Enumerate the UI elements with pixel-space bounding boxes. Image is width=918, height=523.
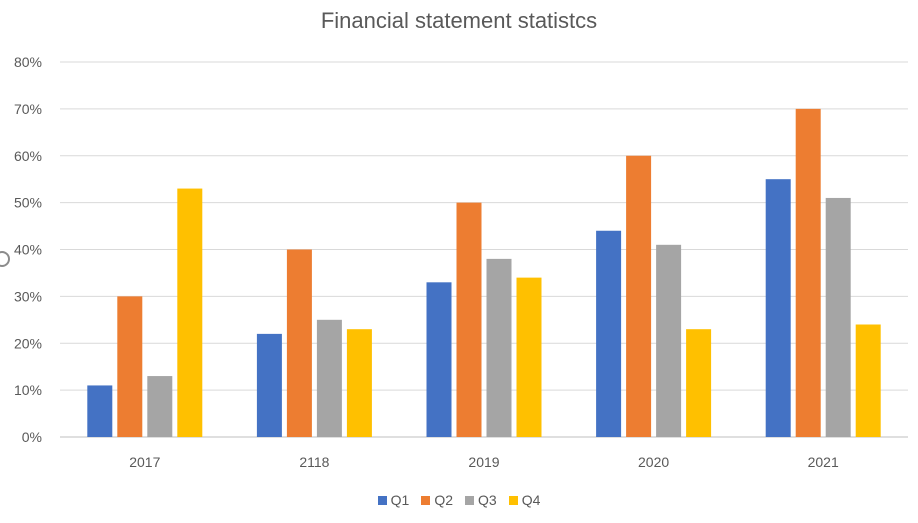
legend-label: Q2 bbox=[434, 492, 453, 508]
legend-item-q1: Q1 bbox=[377, 492, 410, 508]
legend-swatch bbox=[421, 495, 431, 505]
legend-item-q4: Q4 bbox=[508, 492, 541, 508]
legend-item-q2: Q2 bbox=[421, 492, 453, 508]
bar-q2-2019 bbox=[456, 202, 482, 437]
chart-legend: Q1 Q2 Q3 Q4 bbox=[0, 492, 918, 508]
legend-label: Q1 bbox=[390, 492, 410, 508]
legend-swatch bbox=[508, 495, 518, 505]
y-tick-label: 50% bbox=[14, 195, 42, 211]
bar-q3-2017 bbox=[147, 376, 173, 437]
y-tick-label: 30% bbox=[14, 288, 42, 304]
x-tick-label: 2019 bbox=[468, 454, 499, 470]
legend-swatch bbox=[377, 495, 387, 505]
bar-q2-2017 bbox=[117, 296, 143, 437]
bar-q2-2020 bbox=[626, 155, 652, 437]
bar-q4-2118 bbox=[346, 329, 372, 437]
x-tick-label: 2017 bbox=[129, 454, 160, 470]
y-tick-label: 0% bbox=[22, 429, 42, 445]
bar-q1-2021 bbox=[765, 179, 791, 437]
y-tick-label: 20% bbox=[14, 335, 42, 351]
bar-q4-2021 bbox=[855, 324, 881, 437]
y-tick-label: 80% bbox=[14, 54, 42, 70]
x-tick-label: 2021 bbox=[808, 454, 839, 470]
legend-swatch bbox=[465, 495, 474, 505]
bar-q4-2019 bbox=[516, 277, 542, 437]
y-tick-label: 60% bbox=[14, 148, 42, 164]
bar-q2-2021 bbox=[795, 108, 821, 437]
bar-q3-2021 bbox=[825, 197, 851, 437]
bar-q3-2118 bbox=[316, 319, 342, 437]
y-tick-label: 10% bbox=[14, 382, 42, 398]
chart-title: Financial statement statistcs bbox=[320, 8, 598, 33]
bar-q1-2020 bbox=[596, 230, 622, 437]
y-tick-label: 40% bbox=[14, 242, 42, 258]
bar-q3-2020 bbox=[656, 244, 682, 437]
legend-label: Q3 bbox=[478, 492, 497, 508]
legend-label: Q4 bbox=[521, 492, 541, 508]
x-tick-label: 2118 bbox=[299, 454, 329, 470]
bar-q2-2118 bbox=[286, 249, 312, 437]
bar-q3-2019 bbox=[486, 258, 512, 437]
bar-q4-2020 bbox=[686, 329, 712, 437]
x-tick-label: 2020 bbox=[638, 454, 669, 470]
legend-item-q3: Q3 bbox=[465, 492, 497, 508]
bar-q1-2019 bbox=[426, 282, 452, 437]
bar-q1-2118 bbox=[256, 333, 282, 437]
bar-q1-2017 bbox=[87, 385, 113, 437]
bar-q4-2017 bbox=[177, 188, 203, 437]
resize-handle[interactable] bbox=[0, 251, 10, 267]
y-tick-label: 70% bbox=[14, 101, 42, 117]
